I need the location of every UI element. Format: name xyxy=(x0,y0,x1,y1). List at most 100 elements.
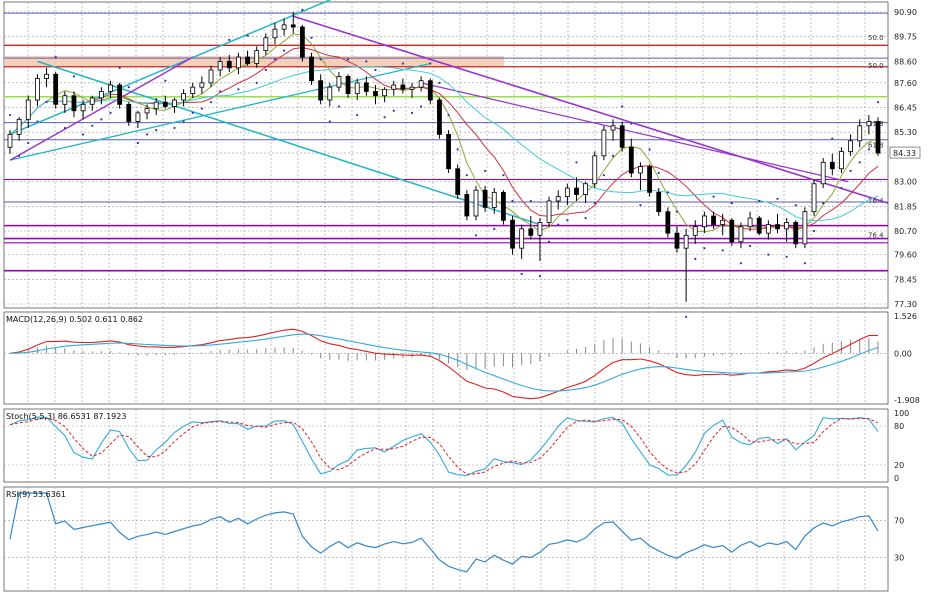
sar-dot xyxy=(465,174,468,177)
sar-dot xyxy=(429,62,432,65)
candle-body xyxy=(245,56,250,64)
macd-signal-line xyxy=(9,333,879,392)
candle-body xyxy=(647,166,652,193)
macd-tick-label: 0.00 xyxy=(894,349,912,358)
candle-body xyxy=(482,189,488,208)
candle-body xyxy=(382,88,388,97)
price-axis: 90.90 89.75 88.60 87.60 86.45 85.30 84.33 83.00… xyxy=(889,8,921,562)
sar-dot xyxy=(310,36,313,39)
price-tick-label: 90.90 xyxy=(894,8,917,17)
candle-body xyxy=(25,99,31,120)
candle-body xyxy=(446,133,451,170)
stoch-tick-label: 100 xyxy=(894,409,909,418)
candle-body xyxy=(318,80,324,101)
candle-body xyxy=(345,76,351,94)
sar-dot xyxy=(319,58,322,61)
candle-body xyxy=(135,112,141,122)
candle-body xyxy=(546,200,552,223)
candle-body xyxy=(857,125,863,142)
price-tick-label: 89.75 xyxy=(894,33,917,42)
candle-body xyxy=(71,95,77,112)
candle-body xyxy=(811,183,817,213)
candle-body xyxy=(583,183,589,195)
sar-dot xyxy=(209,101,213,104)
candle-body xyxy=(418,80,424,88)
stoch-pane-title: Stoch(5,5,3) 86.6531 87.1923 xyxy=(6,412,126,421)
price-tick-label: 83.00 xyxy=(894,178,917,187)
sar-dot xyxy=(81,133,85,136)
candle-body xyxy=(665,211,671,234)
sar-dot xyxy=(557,223,560,226)
sar-dot xyxy=(27,141,30,145)
candle-body xyxy=(89,97,95,105)
stochastic-pane xyxy=(4,416,888,477)
candle-body xyxy=(98,91,104,99)
sar-dot xyxy=(639,204,642,207)
sar-dot xyxy=(785,255,788,258)
sar-dot xyxy=(840,186,843,190)
sar-dot xyxy=(18,154,21,157)
sar-dot xyxy=(301,8,304,11)
sar-dot xyxy=(246,34,249,37)
candle-body xyxy=(848,140,853,152)
stoch-tick-label: 0 xyxy=(894,474,899,483)
candle-body xyxy=(281,24,287,30)
sar-dot xyxy=(127,86,130,89)
candle-body xyxy=(299,26,305,58)
candle-body xyxy=(592,155,598,185)
price-tick-label: 87.60 xyxy=(894,79,917,88)
price-tick-label: 85.30 xyxy=(894,128,917,137)
candle-body xyxy=(683,234,689,249)
candle-body xyxy=(628,146,634,174)
price-tick-label: 78.45 xyxy=(894,275,917,284)
sar-dot xyxy=(118,66,121,69)
fib-level-label: 76.4 xyxy=(868,197,884,205)
price-tick-label: 80.70 xyxy=(894,227,917,236)
candle-body xyxy=(692,226,698,236)
fib-level-label: 76.4 xyxy=(868,231,884,239)
candle-body xyxy=(765,224,771,234)
sar-dot xyxy=(575,161,578,164)
candle-body xyxy=(619,125,625,148)
sar-dot xyxy=(182,120,185,123)
candle-body xyxy=(336,76,342,88)
sar-dot xyxy=(200,107,203,110)
sar-dot xyxy=(365,60,368,63)
sar-dot xyxy=(410,111,414,115)
sar-dot xyxy=(849,169,852,172)
sar-dot xyxy=(767,253,770,256)
pane-frame-price xyxy=(3,1,889,309)
sar-dot xyxy=(255,81,258,84)
candle-body xyxy=(784,222,790,230)
sar-dot xyxy=(621,105,624,108)
candle-body xyxy=(144,108,150,114)
sar-dot xyxy=(383,116,386,119)
candle-body xyxy=(427,80,433,101)
candle-body xyxy=(236,56,241,69)
candle-body xyxy=(437,99,442,135)
sar-dot xyxy=(758,199,761,203)
sar-dot xyxy=(392,109,395,112)
fib-level-label: 50.0 xyxy=(868,62,884,70)
candle-body xyxy=(793,222,799,245)
candle-body xyxy=(820,161,826,185)
sar-dot xyxy=(438,81,441,84)
candle-body xyxy=(327,86,333,101)
sar-dot xyxy=(694,257,697,261)
sar-dot xyxy=(593,201,596,205)
sar-dot xyxy=(703,247,706,250)
candle-body xyxy=(866,121,872,127)
sar-dot xyxy=(63,126,66,130)
sar-dot xyxy=(374,68,377,72)
trend-line xyxy=(421,82,849,183)
candle-body xyxy=(181,93,187,101)
stoch-tick-label: 20 xyxy=(894,461,904,470)
sar-dot xyxy=(328,120,331,123)
candle-body xyxy=(354,82,360,94)
candle-body xyxy=(263,37,269,52)
sar-dot xyxy=(602,174,605,177)
price-tick-label: 79.60 xyxy=(894,251,917,260)
sar-dot xyxy=(511,199,514,203)
candle-body xyxy=(491,191,497,208)
